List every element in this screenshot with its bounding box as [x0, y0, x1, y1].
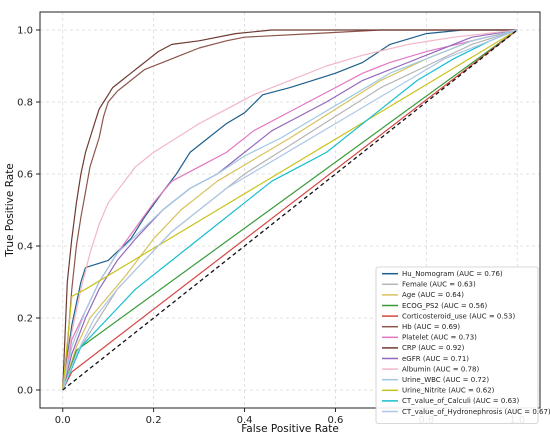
- legend-entry-10: Urine_WBC (AUC = 0.72): [402, 376, 489, 384]
- x-tick-label: 0.2: [146, 415, 162, 426]
- x-tick-label: 0.6: [328, 415, 344, 426]
- reference-diagonal: [62, 29, 518, 391]
- legend-entry-12: CT_value_of_Calculi (AUC = 0.63): [402, 397, 519, 405]
- x-tick-label: 0.0: [55, 415, 71, 426]
- legend-entry-3: ECOG_PS2 (AUC = 0.56): [402, 302, 488, 310]
- legend-entry-9: Albumin (AUC = 0.78): [402, 365, 479, 373]
- legend: Hu_Nomogram (AUC = 0.76) Female (AUC = 0.…: [375, 266, 550, 424]
- legend-entry-11: Urine_Nitrite (AUC = 0.62): [402, 387, 495, 395]
- legend-box: [375, 266, 539, 424]
- x-tick-label: 0.4: [237, 415, 253, 426]
- series-line-7: [62, 29, 518, 391]
- legend-entry-8: eGFR (AUC = 0.71): [402, 355, 469, 363]
- y-tick-label: 1.0: [17, 26, 33, 37]
- series-line-5: [62, 29, 518, 391]
- y-tick-label: 0.0: [17, 386, 33, 397]
- series-line-11: [62, 29, 518, 391]
- y-tick-label: 0.4: [17, 242, 33, 253]
- x-axis-label: False Positive Rate: [241, 423, 339, 435]
- plot-frame: [39, 11, 541, 409]
- legend-entry-1: Female (AUC = 0.63): [402, 281, 476, 289]
- series-line-9: [62, 29, 518, 391]
- y-tick-label: 0.8: [17, 98, 33, 109]
- series-line-2: [62, 29, 518, 391]
- y-tick-label: 0.2: [17, 314, 33, 325]
- series-line-8: [62, 29, 518, 391]
- legend-entry-5: Hb (AUC = 0.69): [402, 323, 460, 331]
- series-line-0: [62, 29, 518, 391]
- series-layer: [62, 29, 518, 391]
- legend-entry-7: CRP (AUC = 0.92): [402, 344, 465, 352]
- legend-entry-0: Hu_Nomogram (AUC = 0.76): [402, 270, 503, 278]
- series-line-12: [62, 29, 518, 391]
- legend-entry-4: Corticosteroid_use (AUC = 0.53): [402, 312, 516, 320]
- legend-entry-13: CT_value_of_Hydronephrosis (AUC = 0.67): [402, 408, 550, 416]
- legend-entry-6: Platelet (AUC = 0.73): [402, 334, 477, 342]
- series-line-13: [62, 29, 518, 391]
- series-line-10: [62, 29, 518, 391]
- legend-entry-2: Age (AUC = 0.64): [402, 291, 464, 299]
- y-tick-label: 0.6: [17, 170, 33, 181]
- y-axis-label: True Positive Rate: [4, 163, 16, 258]
